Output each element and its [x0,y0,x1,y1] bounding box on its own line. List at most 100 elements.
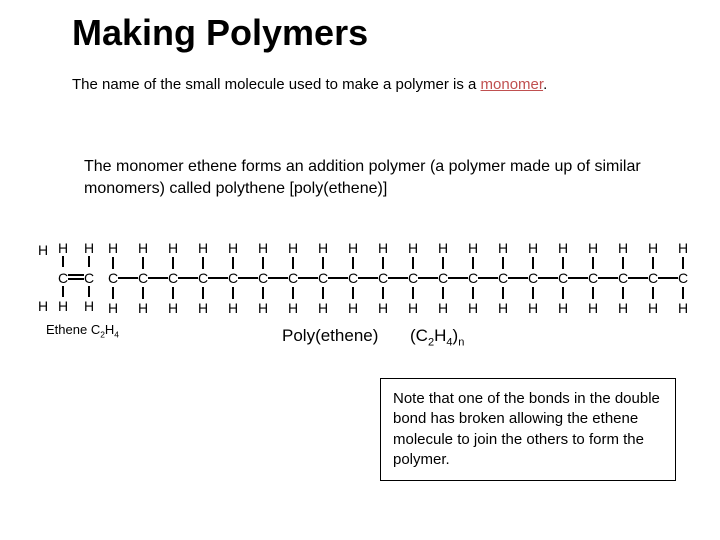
lone-h-bottom: H [36,298,50,314]
chain-h-top: H [526,240,540,256]
chain-h-bot: H [406,300,420,316]
chain-h-top: H [286,240,300,256]
chain-hbond-17 [628,277,648,279]
chain-h-bot: H [436,300,450,316]
chain-vbond-bot [532,287,534,299]
chain-vbond-top [292,257,294,269]
intro-text: The name of the small molecule used to m… [72,76,547,93]
chain-hbond-1 [148,277,168,279]
chain-hbond-0 [118,277,138,279]
chain-h-bot: H [256,300,270,316]
chain-h-top: H [316,240,330,256]
chain-unit-19: HCH [676,240,690,316]
poly-formula-n: n [458,336,464,348]
chain-vbond-bot [472,287,474,299]
chain-h-bot: H [616,300,630,316]
chain-vbond-bot [562,287,564,299]
chain-vbond-bot [682,287,684,299]
chain-hbond-12 [478,277,498,279]
chain-hbond-14 [538,277,558,279]
chain-h-top: H [406,240,420,256]
description-paragraph: The monomer ethene forms an addition pol… [84,156,644,199]
chain-vbond-top [262,257,264,269]
ethene-vbond-top-0 [62,256,64,267]
chain-vbond-bot [112,287,114,299]
chain-h-top: H [586,240,600,256]
chain-h-top: H [226,240,240,256]
chain-h-top: H [256,240,270,256]
chain-vbond-top [442,257,444,269]
chain-vbond-bot [172,287,174,299]
chain-h-bot: H [316,300,330,316]
chain-h-top: H [556,240,570,256]
chain-h-top: H [346,240,360,256]
chain-vbond-bot [292,287,294,299]
chain-h-top: H [496,240,510,256]
chain-vbond-top [142,257,144,269]
ethene-label-sub2: 4 [114,330,119,340]
chain-vbond-top [412,257,414,269]
chain-hbond-2 [178,277,198,279]
chain-vbond-top [682,257,684,269]
chain-vbond-top [352,257,354,269]
chain-h-bot: H [526,300,540,316]
chain-h-bot: H [496,300,510,316]
chain-vbond-bot [412,287,414,299]
chain-hbond-11 [448,277,468,279]
chain-vbond-top [172,257,174,269]
chain-hbond-8 [358,277,378,279]
ethene-vbond-top-1 [88,256,90,267]
poly-formula-h: H [434,326,446,345]
chain-hbond-3 [208,277,228,279]
chain-hbond-13 [508,277,528,279]
polyethene-label: Poly(ethene) [282,326,378,346]
chain-h-top: H [436,240,450,256]
chain-h-bot: H [646,300,660,316]
chain-h-bot: H [286,300,300,316]
chain-vbond-top [592,257,594,269]
chain-hbond-18 [658,277,678,279]
chain-vbond-bot [142,287,144,299]
chain-hbond-6 [298,277,318,279]
chain-hbond-10 [418,277,438,279]
chain-vbond-bot [622,287,624,299]
ethene-h-top-1: H [82,240,96,256]
chain-vbond-top [622,257,624,269]
lone-h-atom: H [36,242,50,258]
chain-h-bot: H [136,300,150,316]
note-box: Note that one of the bonds in the double… [380,378,676,481]
chain-vbond-bot [352,287,354,299]
chain-c: C [676,270,690,286]
chain-h-bot: H [466,300,480,316]
chain-h-top: H [166,240,180,256]
ethene-label-c: Ethene C [46,322,100,337]
chain-vbond-bot [262,287,264,299]
ethene-formula-label: Ethene C2H4 [46,322,119,340]
ethene-double-bond [68,274,84,280]
chain-hbond-15 [568,277,588,279]
chain-vbond-top [322,257,324,269]
chain-hbond-5 [268,277,288,279]
chain-vbond-top [112,257,114,269]
polyethene-formula: (C2H4)n [410,326,464,348]
poly-formula-open: (C [410,326,428,345]
chain-h-bot: H [166,300,180,316]
chain-h-bot: H [196,300,210,316]
chain-h-top: H [106,240,120,256]
chain-vbond-top [472,257,474,269]
ethene-vbond-bot-1 [88,286,90,297]
chain-vbond-top [202,257,204,269]
chain-h-bot: H [226,300,240,316]
chain-vbond-bot [502,287,504,299]
ethene-h-bot-1: H [82,298,96,314]
chain-h-top: H [646,240,660,256]
polymer-diagram: HHHCHHCHHCHHCHHCHHCHHCHHCHHCHHCHHCHHCHHC… [42,240,690,336]
chain-vbond-bot [382,287,384,299]
ethene-label-h: H [105,322,114,337]
chain-h-top: H [676,240,690,256]
chain-h-bot: H [556,300,570,316]
chain-h-bot: H [106,300,120,316]
ethene-h-top-0: H [56,240,70,256]
chain-h-bot: H [586,300,600,316]
intro-keyword: monomer [481,76,544,93]
